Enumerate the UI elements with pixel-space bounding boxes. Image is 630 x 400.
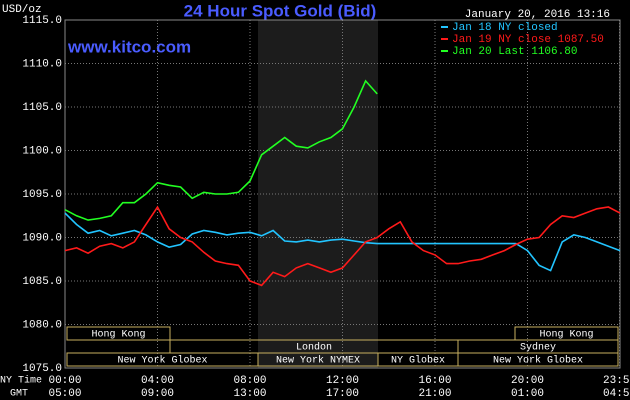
timestamp: January 20, 2016 13:16 — [465, 9, 610, 21]
x-row-label: GMT — [10, 389, 28, 400]
x-tick-label: 08:00 — [233, 375, 266, 387]
session-label: New York Globex — [493, 355, 583, 367]
session-label: NY Globex — [391, 355, 445, 367]
session-label: New York Globex — [117, 355, 207, 367]
legend-label: Jan 20 Last 1106.80 — [452, 46, 577, 58]
watermark: www.kitco.com — [67, 37, 191, 56]
x-tick-label-gmt: 09:00 — [141, 388, 174, 400]
y-tick-label: 1095.0 — [22, 189, 62, 201]
y-tick-label: 1090.0 — [22, 232, 62, 244]
y-tick-label: 1080.0 — [22, 319, 62, 331]
y-tick-label: 1100.0 — [22, 145, 62, 157]
legend-label: Jan 19 NY close 1087.50 — [452, 34, 604, 46]
x-tick-label-gmt: 17:00 — [326, 388, 359, 400]
x-tick-label: 00:00 — [48, 375, 81, 387]
y-tick-label: 1085.0 — [22, 276, 62, 288]
series-line — [64, 205, 621, 287]
session-label: Hong Kong — [539, 330, 593, 341]
x-tick-label: 23:59 — [603, 375, 630, 387]
plot-frame — [64, 19, 621, 369]
series-line — [64, 212, 621, 272]
x-tick-label-gmt: 13:00 — [233, 388, 266, 400]
x-tick-label-gmt: 01:00 — [511, 388, 544, 400]
y-tick-label: 1075.0 — [22, 363, 62, 375]
x-tick-label-gmt: 04:59 — [603, 388, 630, 400]
session-label: London — [296, 342, 332, 354]
session-label: New York NYMEX — [276, 355, 360, 367]
y-tick-label: 1105.0 — [22, 102, 62, 114]
chart-title: 24 Hour Spot Gold (Bid) — [184, 1, 377, 20]
y-axis-label: USD/oz — [2, 4, 42, 16]
x-tick-label: 20:00 — [511, 375, 544, 387]
session-box — [66, 326, 171, 341]
x-tick-label-gmt: 05:00 — [48, 388, 81, 400]
y-tick-label: 1115.0 — [22, 15, 62, 27]
x-tick-label: 16:00 — [418, 375, 451, 387]
session-box — [457, 352, 619, 367]
y-tick-label: 1110.0 — [22, 58, 62, 70]
session-label: Hong Kong — [91, 330, 145, 341]
series-line — [64, 79, 378, 221]
legend-label: Jan 18 NY closed — [452, 22, 558, 34]
x-tick-label-gmt: 21:00 — [418, 388, 451, 400]
x-tick-label: 12:00 — [326, 375, 359, 387]
x-row-label: NY Time — [0, 375, 42, 387]
session-label: Sydney — [520, 342, 556, 354]
x-tick-label: 04:00 — [141, 375, 174, 387]
